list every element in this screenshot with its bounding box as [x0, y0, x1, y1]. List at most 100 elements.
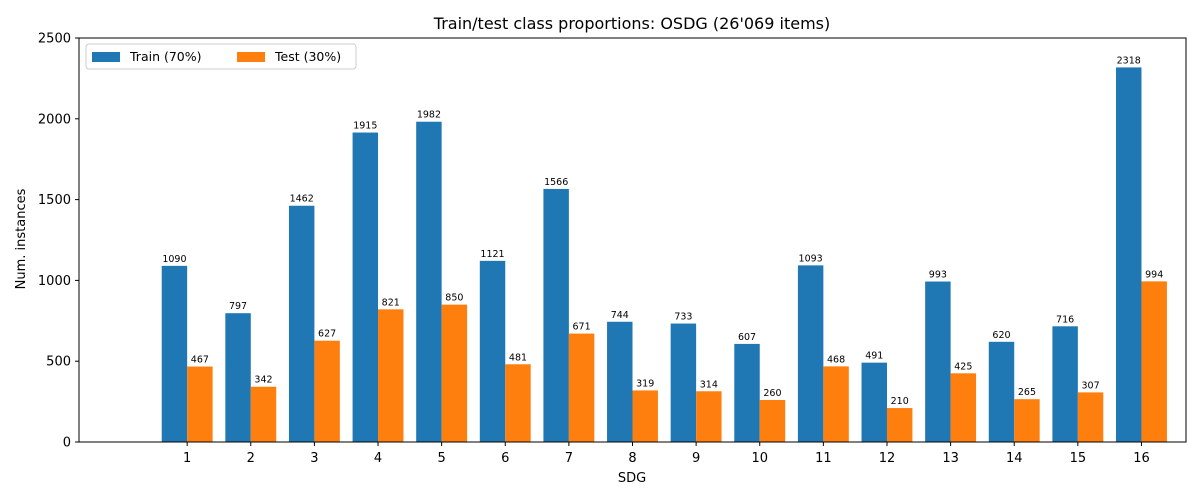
train-value-label: 733 [674, 312, 692, 323]
test-bar-sdg-7 [568, 333, 595, 442]
x-tick-label: 13 [942, 451, 959, 466]
test-value-label: 425 [954, 361, 972, 372]
train-bar-sdg-11 [797, 265, 824, 442]
legend: Train (70%) Test (30%) [85, 43, 357, 70]
test-value-label: 994 [1145, 269, 1163, 280]
chart-title: Train/test class proportions: OSDG (26'0… [433, 14, 830, 33]
train-bar-sdg-15 [1052, 326, 1078, 442]
test-value-label: 481 [509, 352, 527, 363]
test-bar-sdg-1 [187, 366, 213, 442]
train-value-label: 1121 [480, 249, 504, 260]
train-bar-sdg-9 [670, 323, 697, 442]
train-bar-sdg-16 [1116, 67, 1142, 442]
test-bar-sdg-4 [378, 309, 404, 442]
train-value-label: 993 [929, 270, 947, 281]
train-value-label: 1093 [799, 253, 823, 264]
train-value-label: 2318 [1117, 55, 1141, 66]
test-legend-label: Test (30%) [274, 49, 341, 64]
x-tick-label: 9 [692, 451, 700, 466]
x-tick-label: 8 [628, 451, 636, 466]
test-value-label: 342 [254, 375, 272, 386]
train-bar-sdg-12 [861, 362, 887, 442]
train-bar-sdg-5 [416, 121, 442, 443]
test-bar-sdg-12 [886, 408, 913, 442]
test-value-label: 671 [573, 322, 591, 333]
y-tick-label: 1500 [38, 193, 71, 208]
train-bar-sdg-2 [225, 313, 251, 442]
train-bar-sdg-6 [479, 260, 506, 442]
train-value-label: 491 [865, 351, 883, 362]
test-bar-sdg-3 [314, 340, 340, 442]
test-value-label: 314 [700, 379, 718, 390]
x-tick-label: 11 [815, 451, 832, 466]
legend-box [85, 43, 357, 70]
x-tick-label: 3 [310, 451, 318, 466]
x-tick-label: 6 [501, 451, 509, 466]
test-bar-sdg-8 [632, 390, 658, 442]
train-value-label: 744 [611, 310, 629, 321]
x-tick-label: 4 [374, 451, 382, 466]
train-bar-sdg-10 [734, 343, 760, 442]
x-tick-label: 7 [565, 451, 573, 466]
x-tick-label: 2 [247, 451, 255, 466]
train-bar-sdg-7 [543, 188, 569, 442]
test-bar-sdg-16 [1141, 281, 1167, 442]
train-value-label: 1090 [162, 254, 186, 265]
x-tick-label: 5 [437, 451, 445, 466]
train-bar-sdg-8 [607, 321, 633, 442]
train-bar-sdg-1 [161, 265, 188, 442]
test-bar-sdg-6 [505, 364, 531, 442]
x-tick-label: 12 [879, 451, 896, 466]
test-value-label: 307 [1081, 380, 1099, 391]
test-bar-sdg-10 [759, 399, 786, 442]
train-value-label: 620 [992, 330, 1010, 341]
train-value-label: 607 [738, 332, 756, 343]
x-tick-label: 14 [1006, 451, 1023, 466]
test-bar-sdg-11 [823, 366, 849, 442]
test-value-label: 467 [191, 355, 209, 366]
bars-layer [161, 67, 1167, 443]
y-tick-label: 2000 [38, 112, 71, 127]
test-legend-swatch [237, 52, 265, 62]
test-value-label: 627 [318, 329, 336, 340]
train-legend-swatch [92, 52, 120, 62]
test-value-label: 821 [382, 297, 400, 308]
test-bar-sdg-15 [1077, 392, 1104, 442]
test-bar-sdg-14 [1014, 399, 1040, 442]
train-value-label: 797 [229, 301, 247, 312]
x-tick-label: 16 [1133, 451, 1150, 466]
train-legend-label: Train (70%) [129, 49, 202, 64]
y-tick-label: 2500 [38, 32, 71, 47]
x-axis-label: SDG [618, 471, 646, 486]
test-bar-sdg-13 [950, 373, 977, 442]
x-tick-label: 1 [183, 451, 191, 466]
x-tick-label: 10 [751, 451, 768, 466]
train-value-label: 1915 [353, 121, 377, 132]
train-bar-sdg-3 [288, 205, 315, 442]
test-value-label: 319 [636, 378, 654, 389]
test-bar-sdg-5 [441, 304, 468, 442]
y-tick-label: 1000 [38, 274, 71, 289]
data-labels-layer: 1090 797 1462 1915 1982 1121 1566 744 733 607 1093… [162, 55, 1163, 407]
test-value-label: 260 [763, 388, 781, 399]
train-bar-sdg-13 [925, 281, 951, 442]
train-value-label: 716 [1056, 314, 1074, 325]
test-value-label: 210 [891, 396, 909, 407]
test-bar-sdg-9 [696, 391, 722, 442]
train-bar-sdg-14 [988, 341, 1015, 442]
train-value-label: 1462 [290, 194, 314, 205]
x-tick-label: 15 [1070, 451, 1087, 466]
train-bar-sdg-4 [352, 132, 379, 443]
train-value-label: 1566 [544, 177, 568, 188]
y-tick-label: 0 [63, 436, 71, 451]
test-value-label: 265 [1018, 387, 1036, 398]
test-bar-sdg-2 [250, 386, 277, 442]
train-value-label: 1982 [417, 110, 441, 121]
test-value-label: 468 [827, 354, 845, 365]
test-value-label: 850 [445, 293, 463, 304]
y-tick-label: 500 [46, 355, 71, 370]
y-axis-label: Num. instances [14, 188, 29, 289]
